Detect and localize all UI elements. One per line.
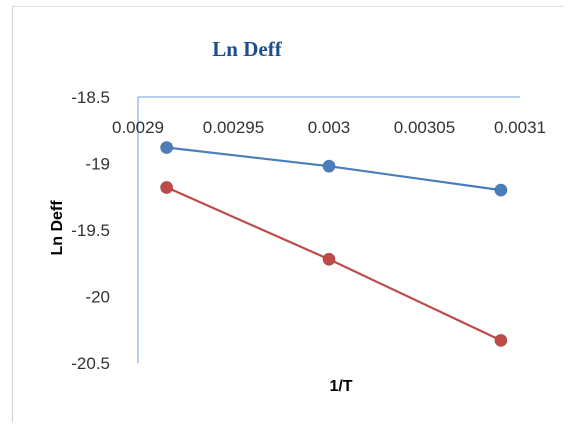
y-tick-label: -20.5 xyxy=(71,354,110,373)
y-tick-label: -18.5 xyxy=(71,88,110,107)
series-1-point xyxy=(160,140,174,155)
y-axis-title: Ln Deff xyxy=(49,200,66,256)
x-tick-label: 0.00295 xyxy=(203,118,264,137)
x-axis-title: 1/T xyxy=(329,378,352,395)
series-1-point xyxy=(322,159,336,173)
x-tick-label: 0.00305 xyxy=(394,118,455,137)
series-2-point xyxy=(160,180,174,195)
chart-frame xyxy=(12,6,564,422)
x-tick-label: 0.003 xyxy=(308,118,351,137)
x-tick-label: 0.0031 xyxy=(494,118,546,137)
chart-title: Ln Deff xyxy=(212,37,282,61)
y-tick-label: -19 xyxy=(85,155,110,174)
x-tick-label: 0.0029 xyxy=(112,118,164,137)
series-2-line xyxy=(166,186,502,342)
y-tick-label: -20 xyxy=(85,288,110,307)
axes: -18.5-19-19.5-20-20.50.0029 0.00295 0.003 0… xyxy=(71,88,546,373)
series-1-point xyxy=(494,183,508,197)
series-layer xyxy=(160,140,508,347)
y-tick-label: -19.5 xyxy=(71,221,110,240)
series-2-point xyxy=(322,252,336,266)
series-2-point xyxy=(494,333,508,347)
